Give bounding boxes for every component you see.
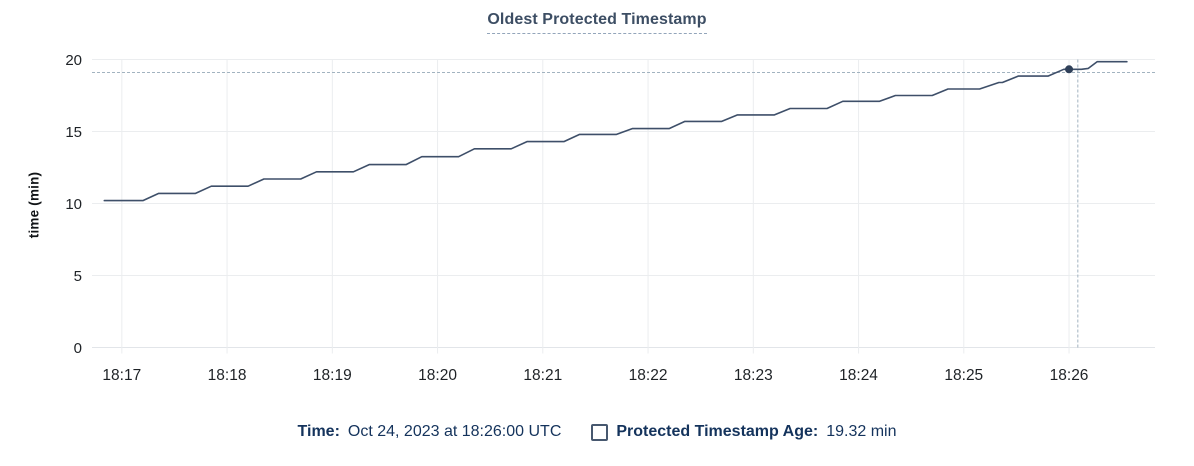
y-tick-label: 10 (65, 196, 82, 213)
x-tick-label: 18:17 (102, 367, 141, 384)
x-tick-label: 18:24 (839, 367, 878, 384)
hover-point (1065, 65, 1074, 74)
series-legend-item[interactable]: Protected Timestamp Age: 19.32 min (591, 423, 896, 441)
chart-svg[interactable]: 0 5 10 15 20 18:17 18:18 18:19 18:20 18:21 18:22 18… (0, 0, 1194, 410)
series-toggle-checkbox[interactable] (591, 423, 609, 441)
hover-time-label: Time: (297, 423, 340, 440)
x-tick-label: 18:20 (418, 367, 457, 384)
series-label: Protected Timestamp Age: (616, 423, 819, 440)
hover-time-value: Oct 24, 2023 at 18:26:00 UTC (347, 423, 562, 440)
hover-time-group: Time: Oct 24, 2023 at 18:26:00 UTC (298, 423, 562, 441)
x-tick-label: 18:22 (629, 367, 668, 384)
y-tick-label: 15 (65, 124, 82, 141)
x-tick-label: 18:18 (208, 367, 247, 384)
y-tick-label: 0 (74, 340, 82, 357)
x-tick-label: 18:25 (944, 367, 983, 384)
x-tick-label: 18:21 (523, 367, 562, 384)
hover-legend: Time: Oct 24, 2023 at 18:26:00 UTC Prote… (0, 423, 1194, 441)
y-tick-label: 5 (74, 268, 82, 285)
y-tick-label: 20 (65, 52, 82, 69)
series-line (103, 60, 1128, 202)
x-tick-label: 18:19 (313, 367, 352, 384)
chart-title: Oldest Protected Timestamp (0, 11, 1194, 34)
x-tick-label: 18:23 (734, 367, 773, 384)
x-tick-label: 18:26 (1050, 367, 1089, 384)
chart-title-text: Oldest Protected Timestamp (487, 11, 707, 34)
series-value: 19.32 min (826, 423, 897, 440)
